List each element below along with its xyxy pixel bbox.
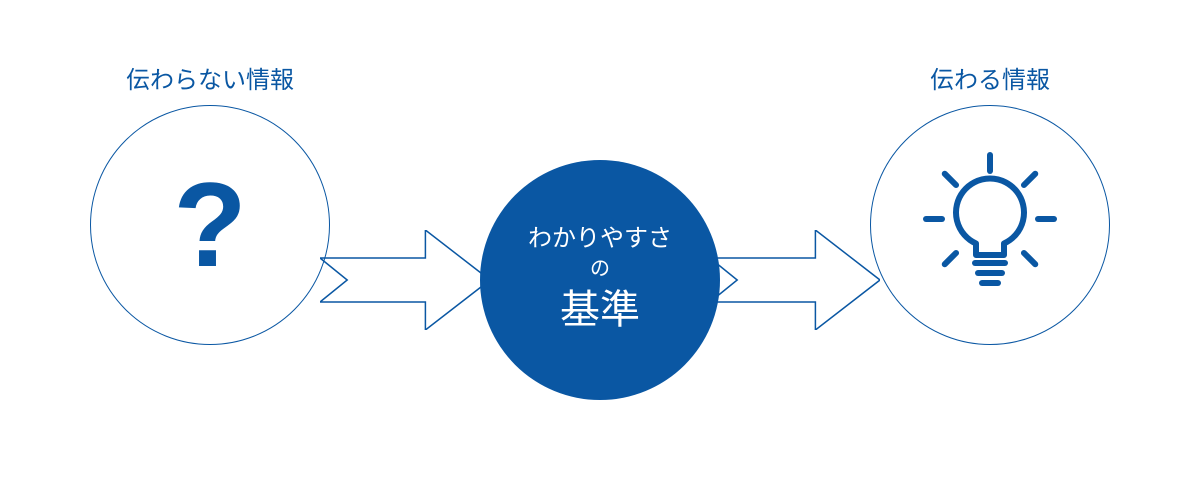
right-title: 伝わる情報 [930, 60, 1050, 95]
center-line3: 基準 [528, 283, 672, 337]
left-circle: ? [90, 105, 330, 345]
right-circle [870, 105, 1110, 345]
arrow-center-to-right [710, 230, 880, 330]
node-center: わかりやすさ の 基準 [480, 160, 720, 400]
center-text: わかりやすさ の 基準 [528, 223, 672, 336]
lightbulb-icon [871, 106, 1109, 344]
diagram-container: 伝わらない情報 ? わかりやすさ の 基準 伝わる情報 [0, 0, 1200, 500]
center-line2: の [528, 256, 672, 283]
center-circle: わかりやすさ の 基準 [480, 160, 720, 400]
node-left: 伝わらない情報 ? [90, 60, 330, 345]
center-line1: わかりやすさ [528, 223, 672, 255]
node-right: 伝わる情報 [870, 60, 1110, 345]
arrow-left-to-center [320, 230, 490, 330]
question-mark-icon: ? [173, 165, 246, 285]
left-title: 伝わらない情報 [126, 60, 294, 95]
